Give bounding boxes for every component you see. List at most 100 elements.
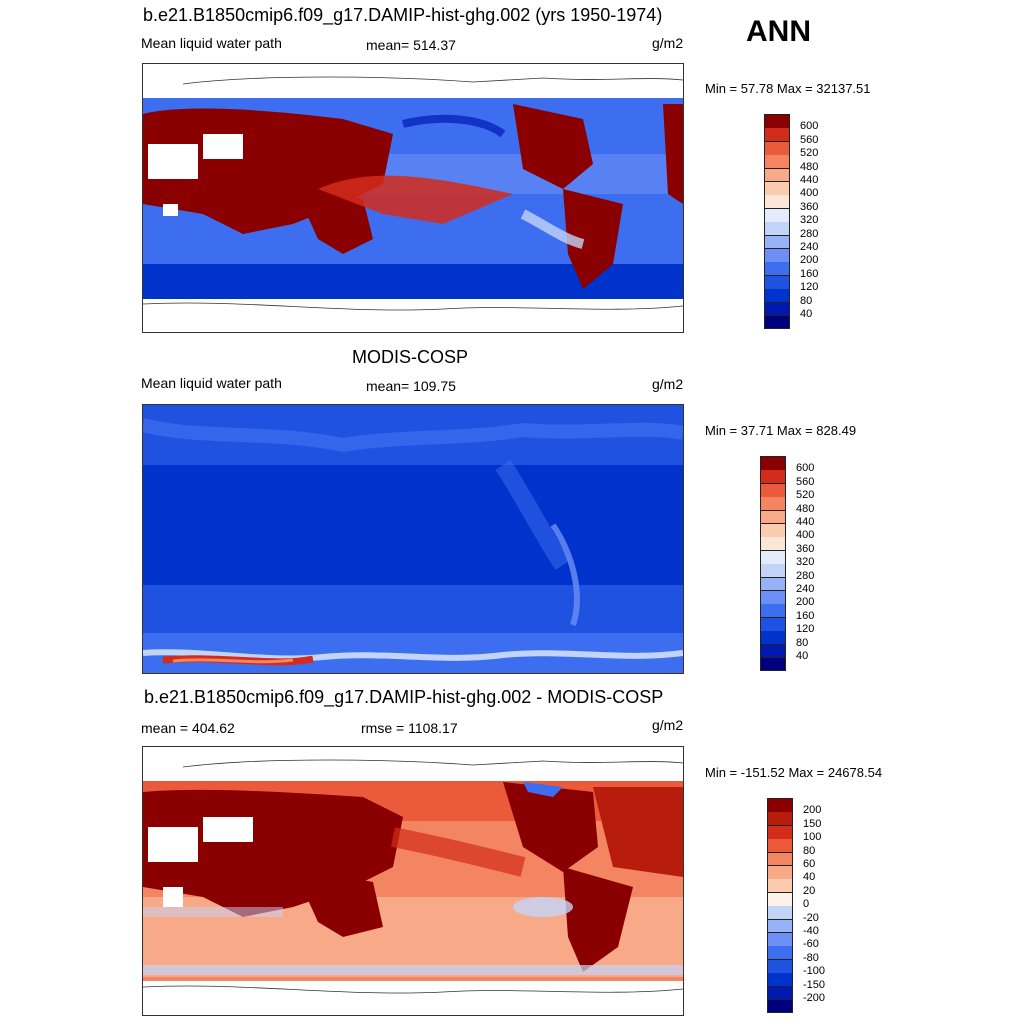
colorbar-tick-label: 200	[800, 254, 819, 267]
colorbar-box	[764, 301, 790, 316]
colorbar-box	[767, 932, 793, 946]
colorbar-tick-label: 80	[796, 636, 809, 649]
colorbar-tick-label: 320	[796, 556, 815, 569]
season-label: ANN	[746, 15, 811, 48]
colorbar-tick-label: 560	[796, 475, 815, 488]
colorbar-tick-label: 360	[796, 542, 815, 555]
colorbar-box	[760, 590, 786, 604]
colorbar-tick-label: -100	[803, 965, 826, 978]
colorbar-tick-label: 440	[796, 516, 815, 528]
colorbar-box	[764, 140, 790, 155]
colorbar-tick-label: 100	[803, 831, 822, 844]
colorbar-tick-label: 480	[800, 160, 819, 173]
colorbar-box	[764, 261, 790, 276]
colorbar-box	[764, 167, 790, 182]
panel-2-mean-label: mean= 109.75	[366, 378, 456, 394]
colorbar-box	[764, 274, 790, 289]
panel-1-map-plot	[143, 64, 683, 332]
colorbar-tick-label: 0	[803, 898, 810, 911]
panel-2-map-plot	[143, 405, 683, 673]
panel-1-title: b.e21.B1850cmip6.f09_g17.DAMIP-hist-ghg.…	[143, 5, 663, 25]
panel-2-title: MODIS-COSP	[352, 347, 469, 367]
panel-3-minmax: Min = -151.52 Max = 24678.54	[705, 765, 883, 780]
colorbar-tick-label: 600	[796, 462, 815, 475]
colorbar-box	[760, 456, 786, 470]
colorbar-box	[764, 288, 790, 303]
colorbar-box	[764, 207, 790, 222]
colorbar-box	[760, 616, 786, 631]
colorbar-box	[767, 824, 793, 839]
colorbar-box	[760, 523, 786, 537]
colorbar-tick-label: 240	[800, 241, 819, 253]
colorbar-box	[760, 536, 786, 551]
panel-3-map-plot	[143, 747, 683, 1015]
colorbar-tick-label: 80	[800, 294, 813, 307]
panel-3-title: b.e21.B1850cmip6.f09_g17.DAMIP-hist-ghg.…	[144, 687, 664, 707]
colorbar-tick-label: 120	[800, 281, 819, 294]
colorbar-tick-label: 200	[803, 804, 822, 817]
panel-2-map	[142, 404, 684, 674]
panel-3-mean-label: mean = 404.62	[141, 720, 235, 736]
colorbar-box	[764, 234, 790, 249]
colorbar-tick-label: 280	[800, 227, 819, 240]
colorbar-box	[767, 798, 793, 812]
colorbar-tick-label: 200	[796, 596, 815, 609]
colorbar-box	[764, 181, 790, 195]
colorbar-box	[767, 972, 793, 987]
panel-1-units: g/m2	[652, 35, 684, 51]
colorbar-box	[767, 811, 793, 826]
colorbar-tick-label: 160	[800, 267, 819, 280]
colorbar-box	[767, 999, 793, 1013]
colorbar-tick-label: 240	[796, 583, 815, 595]
panel-2-units: g/m2	[652, 376, 684, 392]
colorbar-tick-label: 360	[800, 200, 819, 213]
panel-3-rmse-label: rmse = 1108.17	[361, 720, 458, 736]
panel-1-mean-label: mean= 514.37	[366, 37, 456, 53]
colorbar-tick-label: 60	[803, 858, 816, 870]
colorbar-box	[767, 851, 793, 866]
panel-2-minmax: Min = 37.71 Max = 828.49	[705, 423, 857, 438]
panel-1-minmax: Min = 57.78 Max = 32137.51	[705, 81, 871, 96]
panel-2-variable-label: Mean liquid water path	[141, 375, 282, 391]
colorbar-box	[760, 576, 786, 591]
panel-3-units: g/m2	[652, 717, 684, 733]
colorbar-box	[764, 127, 790, 142]
colorbar-box	[764, 154, 790, 169]
colorbar-box	[764, 315, 790, 329]
colorbar-box	[764, 194, 790, 209]
colorbar-tick-label: -20	[803, 911, 819, 924]
colorbar-box	[767, 905, 793, 920]
colorbar-box	[764, 221, 790, 236]
colorbar-box	[764, 114, 790, 128]
colorbar-box	[760, 469, 786, 484]
colorbar-box	[764, 248, 790, 262]
panel-1-map	[142, 63, 684, 333]
colorbar-box	[767, 865, 793, 879]
colorbar-box	[767, 878, 793, 893]
panel-3-map	[142, 746, 684, 1016]
colorbar-tick-label: -60	[803, 938, 819, 951]
colorbar-tick-label: 440	[800, 174, 819, 186]
colorbar-box	[760, 509, 786, 524]
colorbar-tick-label: 160	[796, 609, 815, 622]
colorbar-box	[767, 838, 793, 853]
colorbar-tick-label: 520	[800, 147, 819, 160]
colorbar-tick-label: -200	[803, 992, 826, 1004]
colorbar-box	[767, 891, 793, 906]
colorbar-tick-label: 40	[800, 308, 813, 320]
colorbar-box	[760, 657, 786, 671]
colorbar-box	[760, 643, 786, 658]
colorbar-tick-label: 40	[803, 871, 816, 884]
colorbar-tick-label: 400	[800, 187, 819, 200]
colorbar-tick-label: 20	[803, 884, 816, 897]
colorbar-box	[760, 603, 786, 618]
colorbar-tick-label: 150	[803, 817, 822, 830]
colorbar-box	[767, 945, 793, 960]
colorbar-tick-label: 480	[796, 502, 815, 515]
colorbar-tick-label: 400	[796, 529, 815, 542]
colorbar-tick-label: 280	[796, 569, 815, 582]
colorbar-tick-label: 40	[796, 650, 809, 662]
colorbar-box	[767, 958, 793, 973]
colorbar-box	[760, 549, 786, 564]
panel-1-variable-label: Mean liquid water path	[141, 35, 282, 51]
